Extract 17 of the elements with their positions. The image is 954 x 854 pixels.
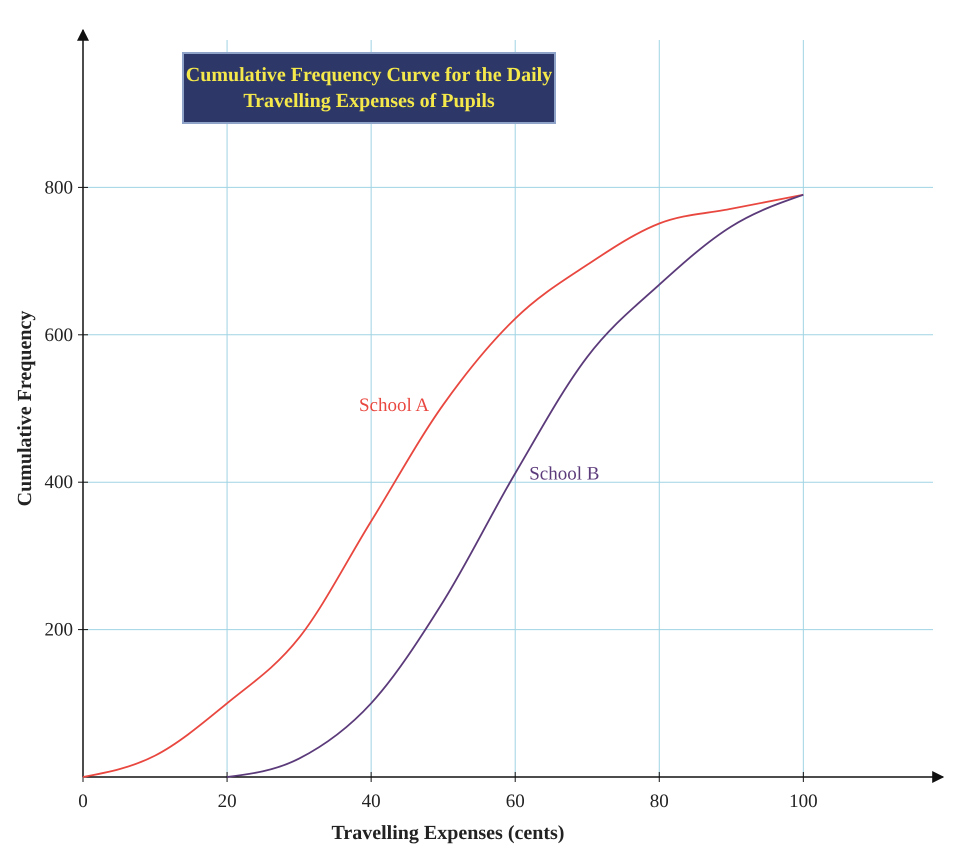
x-tick-label: 20: [218, 791, 237, 812]
x-tick-label: 0: [78, 791, 88, 812]
x-tick-label: 100: [789, 791, 818, 812]
y-tick-label: 400: [44, 472, 73, 494]
y-tick-label: 200: [44, 620, 73, 641]
series-label: School B: [529, 463, 600, 484]
y-axis-title: Cumulative Frequency: [14, 310, 36, 506]
x-tick-label: 60: [506, 791, 525, 812]
x-tick-label: 80: [650, 791, 669, 812]
line-series: [226, 194, 804, 778]
x-axis-title: Travelling Expenses (cents): [332, 822, 564, 844]
x-tick-label: 40: [362, 791, 381, 812]
series-label: School A: [358, 394, 430, 416]
y-tick-label: 600: [44, 324, 73, 346]
text: Cumulative Frequency Curve for the Daily Travelling Expenses of Pupils: [186, 64, 552, 112]
line-series: [82, 194, 804, 778]
y-tick-label: 800: [44, 177, 73, 198]
